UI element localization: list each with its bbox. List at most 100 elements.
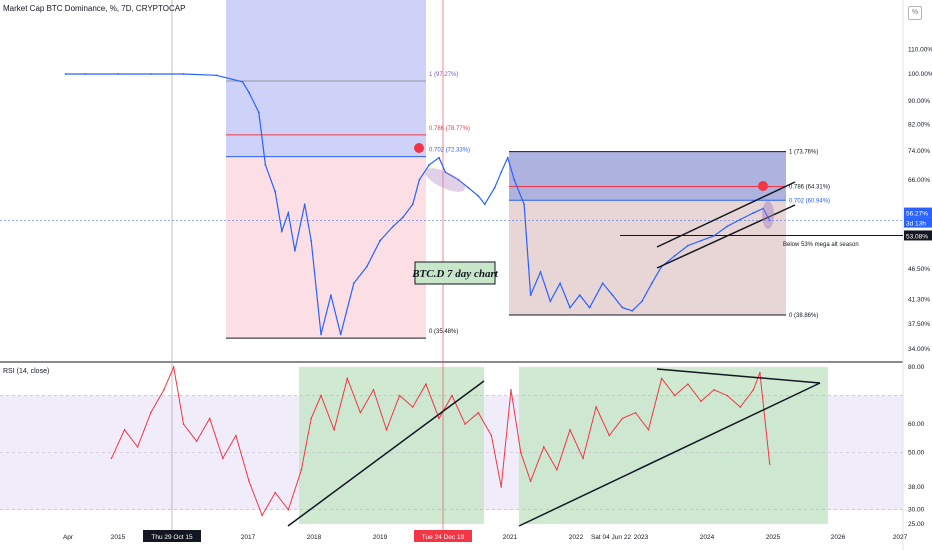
btc-dominance-point [117, 73, 119, 75]
fib-right-label-0: 0 (38.86%) [789, 313, 818, 319]
rsi-point [726, 394, 728, 397]
rsi-tick-label: 80.00 [908, 364, 925, 371]
fib-left-label-0: 0 (35.48%) [429, 329, 458, 335]
price-tick-label: 82.00% [908, 122, 930, 129]
btc-dominance-point [768, 219, 771, 222]
rsi-point [123, 429, 126, 431]
btc-dominance-point [241, 80, 244, 83]
rsi-point [163, 389, 165, 391]
btc-dominance-point [293, 249, 296, 252]
rsi-point [438, 417, 440, 420]
btc-dominance-point [428, 164, 431, 166]
rsi-point [287, 508, 290, 511]
rsi-point [700, 400, 702, 403]
rsi-point [510, 389, 512, 391]
fib-left-label-0702: 0.702 (72.33%) [429, 148, 470, 154]
btc-dominance-point [493, 186, 496, 189]
btc-dominance-point [726, 225, 729, 228]
rsi-point [520, 451, 522, 454]
btc-dominance-point [379, 239, 381, 242]
rsi-point [556, 468, 558, 471]
rsi-point [673, 394, 676, 397]
rsi-point [310, 417, 313, 420]
btc-dominance-point [457, 179, 460, 181]
btc-dominance-point [352, 282, 355, 285]
rsi-point [660, 377, 663, 380]
x-tick-label: 2015 [111, 534, 126, 541]
btc-dominance-point [713, 234, 715, 237]
fib-left-bottom-zone [226, 156, 426, 339]
btc-dominance-point [84, 73, 87, 75]
btc-dominance-point [523, 203, 525, 206]
axes: 110.00%100.00%90.00%82.00%74.00%66.00%58… [63, 47, 932, 542]
rsi-point [346, 377, 349, 380]
btc-dominance-point [280, 230, 283, 232]
badge-countdown: 3d 13h [906, 221, 926, 228]
rsi-point [195, 440, 198, 443]
badge-countdown-bg [904, 217, 932, 228]
btc-dominance-point [500, 171, 503, 174]
percent-toggle-button[interactable]: % [908, 6, 922, 20]
rsi-point [300, 468, 303, 471]
btc-dominance-point [601, 282, 604, 285]
rsi-triangle-zone-1 [299, 367, 484, 524]
rsi-point [222, 457, 224, 460]
rsi-point [768, 463, 771, 465]
btc-dominance-point [650, 282, 653, 285]
btc-dominance-point [339, 333, 342, 336]
rsi-point [425, 383, 427, 385]
btc-dominance-point [611, 294, 614, 297]
btc-dominance-point [402, 216, 404, 219]
rsi-trendline-2 [518, 382, 821, 527]
badge-current: 56.27% [906, 211, 928, 218]
x-tick-label: Apr [63, 534, 74, 541]
alt-season-note: Below 53% mega alt season [783, 242, 859, 248]
rsi-point [759, 371, 761, 374]
rsi-point [647, 429, 650, 431]
rsi-point [542, 446, 545, 448]
drawings: BTC.D 7 day chart Below 53% mega alt seas… [287, 72, 859, 527]
btc-dominance-point [257, 111, 260, 114]
rsi-point [149, 411, 152, 414]
price-tick-label: 66.00% [908, 177, 930, 184]
rsi-point [110, 457, 113, 460]
btc-dominance-point [438, 156, 440, 159]
rsi-point [359, 411, 362, 414]
rsi-point [235, 434, 237, 437]
x-tick-label: 2024 [700, 534, 715, 541]
x-tick-label: 2026 [831, 534, 846, 541]
rsi-point [208, 417, 211, 420]
btc-dominance-point [303, 203, 306, 206]
rsi-tick-label: 38.00 [908, 484, 925, 491]
rsi-tick-label: 30.00 [908, 507, 925, 514]
btc-dominance-point [513, 179, 516, 181]
badge-level: 53.08% [906, 233, 928, 240]
rsi-point [752, 389, 755, 391]
btc-dominance-point [686, 244, 689, 247]
price-tick-label: 74.00% [908, 148, 930, 155]
btc-dominance-point [569, 306, 571, 309]
rsi-point [500, 486, 502, 488]
chart-title: Market Cap BTC Dominance, %, 7D, CRYPTOC… [3, 4, 186, 13]
rsi-point [261, 514, 263, 517]
btc-dominance-point [467, 186, 470, 189]
x-tick-label: 2018 [307, 534, 322, 541]
x-tick-label: 2019 [373, 534, 388, 541]
price-tick-label: 41.30% [908, 296, 930, 303]
projected-move-2 [762, 201, 774, 229]
btc-dominance-point [418, 179, 421, 181]
fib-left-label-1: 1 (97.27%) [429, 72, 458, 78]
btc-dominance-point [248, 91, 250, 94]
btc-dominance-point [506, 156, 509, 159]
price-tick-label: 90.00% [908, 98, 930, 105]
btc-dominance-point [483, 203, 486, 206]
rsi-point [385, 429, 388, 431]
fib-right-label-0786: 0.786 (64.31%) [789, 185, 830, 191]
btc-dominance-point [310, 239, 313, 242]
x-tick-label: 2017 [241, 534, 256, 541]
rsi-point [569, 429, 571, 431]
x-tick-label: 2025 [766, 534, 781, 541]
x-tick-label: Sat 04 Jun 22 [591, 534, 631, 541]
btc-dominance-point [762, 207, 765, 210]
